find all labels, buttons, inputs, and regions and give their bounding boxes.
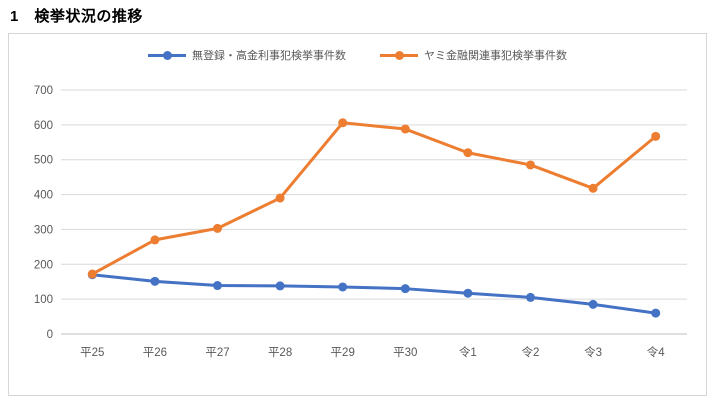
series-line-0 [90,273,658,315]
data-point-0-平30 [400,284,410,294]
y-tick-label: 200 [34,259,53,271]
data-point-0-令3 [588,299,598,309]
legend-dot [394,50,404,60]
data-point-1-平30 [400,124,410,134]
x-tick-label: 令1 [459,345,477,359]
x-tick-label: 平27 [205,347,229,359]
x-tick-label: 平25 [80,347,104,359]
data-point-1-令4 [651,131,661,141]
data-point-1-平29 [338,118,348,128]
x-tick-label: 平29 [331,347,355,359]
y-tick-label: 600 [34,120,53,132]
legend-line-marker-orange [380,50,418,60]
x-tick-label: 令2 [522,345,540,359]
legend-label: 無登録・高金利事犯検挙事件数 [192,50,346,62]
x-tick-label: 平28 [268,347,292,359]
data-point-0-平26 [150,276,160,286]
legend-label: ヤミ金融関連事犯検挙事件数 [424,50,567,62]
data-point-0-平28 [275,281,285,291]
data-point-1-平28 [275,193,285,203]
data-point-0-令4 [651,308,661,318]
legend-line-marker-blue [148,50,186,60]
data-point-1-令3 [588,183,598,193]
data-point-1-平26 [150,235,160,245]
chart-svg: 0 100 200 300 400 500 600 700 平25 平26 平27 平28 平29 平30… [34,85,687,359]
data-point-0-令2 [526,292,535,302]
data-point-0-平29 [338,282,348,292]
chart-container: 無登録・高金利事犯検挙事件数 ヤミ金融関連事犯検挙事件数 0 100 200 300 4… [8,33,707,396]
y-tick-label: 100 [34,294,53,306]
legend-item-illegal-finance-related: ヤミ金融関連事犯検挙事件数 [380,47,567,63]
y-tick-label: 400 [34,190,53,202]
data-point-1-平25 [87,269,97,279]
y-tick-label: 300 [34,224,53,236]
data-point-1-令1 [463,148,473,158]
chart-legend: 無登録・高金利事犯検挙事件数 ヤミ金融関連事犯検挙事件数 [9,47,706,63]
x-tick-label: 平26 [143,347,167,359]
legend-dot [162,50,172,60]
x-tick-label: 令3 [584,345,602,359]
y-tick-label: 0 [47,329,53,341]
x-tick-label: 令4 [647,345,665,359]
data-point-1-平27 [213,223,222,233]
series-line-1 [90,121,658,276]
data-point-0-平27 [213,281,222,291]
page-title: 1 検挙状況の推移 [10,8,143,25]
y-tick-label: 700 [34,85,53,97]
y-tick-label: 500 [34,155,53,167]
legend-item-unregistered-high-interest: 無登録・高金利事犯検挙事件数 [148,47,346,63]
x-tick-label: 平30 [393,347,417,359]
data-point-0-令1 [463,288,473,298]
data-point-1-令2 [526,160,535,170]
